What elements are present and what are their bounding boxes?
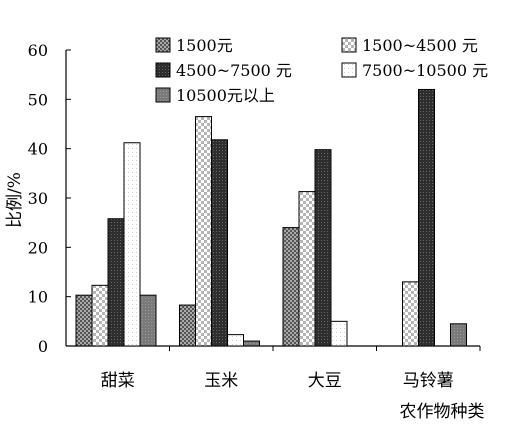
- bar: [211, 139, 228, 347]
- bar: [314, 149, 332, 347]
- bars: [75, 88, 467, 347]
- legend: 1500元 1500~4500 元 4500~7500 元 7500~10500 元 1…: [155, 36, 488, 105]
- legend-label: 1500元: [176, 36, 233, 55]
- bar: [107, 218, 125, 347]
- legend-label: 1500~4500 元: [362, 36, 478, 55]
- bar: [91, 284, 109, 347]
- legend-swatch: [341, 62, 357, 78]
- y-tick-label: 60: [28, 41, 48, 60]
- x-tick-label: 马铃薯: [403, 371, 454, 391]
- y-tick-label: 50: [28, 90, 48, 109]
- legend-swatch: [155, 62, 171, 78]
- y-axis-label: 比例/%: [5, 172, 25, 228]
- y-tick-label: 40: [28, 140, 48, 159]
- x-axis-label: 农作物种类: [400, 402, 485, 422]
- bar: [123, 142, 141, 347]
- bar: [418, 88, 435, 347]
- bar: [298, 191, 316, 347]
- bar: [243, 340, 260, 347]
- y-tick-label: 30: [28, 189, 48, 208]
- bar: [195, 116, 212, 347]
- x-tick-label: 大豆: [308, 371, 342, 391]
- y-tick-label: 10: [28, 288, 48, 307]
- bar: [139, 294, 157, 347]
- legend-label: 4500~7500 元: [176, 61, 292, 80]
- bar: [227, 334, 244, 347]
- x-tick-label: 甜菜: [101, 371, 135, 391]
- bar: [402, 281, 419, 347]
- bar: [282, 227, 300, 347]
- legend-label: 7500~10500 元: [362, 61, 488, 80]
- legend-swatch: [155, 87, 171, 103]
- axes: 0 10 20 30 40 50 60 甜菜 玉米 大豆 马铃薯: [28, 41, 481, 391]
- legend-swatch: [155, 37, 171, 53]
- x-tick-label: 玉米: [204, 371, 238, 391]
- y-tick-label: 0: [38, 337, 48, 356]
- bar: [179, 304, 196, 347]
- bar: [330, 320, 348, 347]
- y-tick-label: 20: [28, 238, 48, 257]
- legend-swatch: [341, 37, 357, 53]
- bar: [450, 323, 467, 347]
- bar: [75, 294, 93, 347]
- legend-label: 10500元以上: [176, 86, 275, 105]
